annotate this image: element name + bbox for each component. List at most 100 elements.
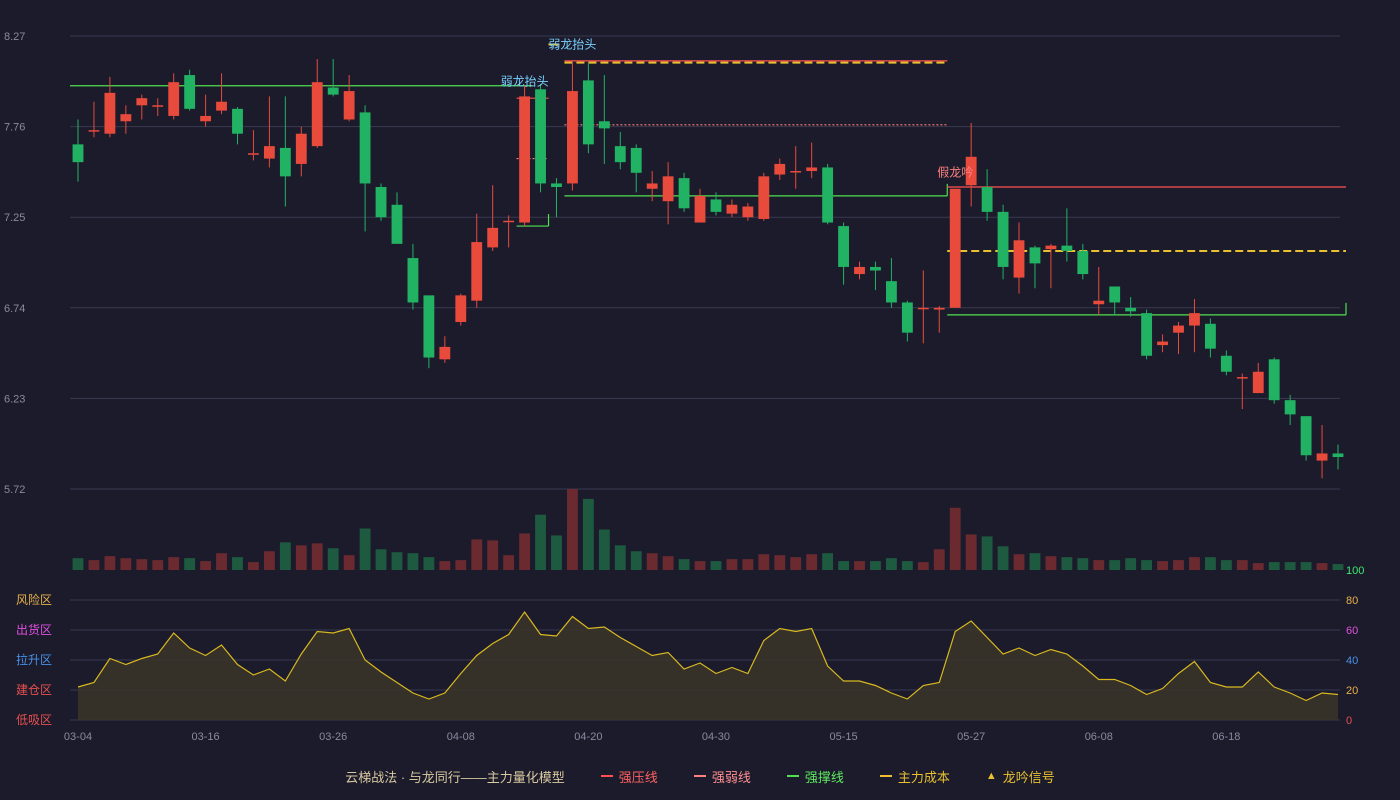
candle-body: [120, 114, 132, 122]
volume-bar: [375, 549, 387, 570]
candle-body: [391, 204, 403, 244]
volume-bar: [933, 549, 945, 570]
candle-body: [1093, 300, 1105, 305]
candle-body: [1157, 341, 1168, 346]
zone-label: 低吸区: [16, 713, 52, 727]
volume-bar: [726, 559, 738, 570]
price-tick-label: 6.74: [4, 303, 25, 315]
pressure-line-icon: [600, 775, 613, 777]
volume-bar: [136, 559, 148, 570]
legend-weak[interactable]: 强弱线: [693, 767, 751, 786]
candle-body: [136, 98, 148, 106]
candle-body: [1013, 240, 1025, 278]
indicator-tick-label: 60: [1346, 625, 1358, 637]
candle-body: [710, 199, 722, 212]
zone-label: 建仓区: [16, 683, 52, 697]
volume-bar: [1125, 558, 1137, 570]
volume-bar: [774, 555, 786, 570]
legend-support[interactable]: 强撑线: [786, 767, 844, 786]
support-line-icon: [786, 775, 799, 777]
price-tick-label: 6.23: [4, 393, 25, 405]
weak-line-icon: [693, 775, 706, 777]
legend-title: 云梯战法 · 与龙同行——主力量化模型: [345, 769, 565, 785]
legend-support-label: 强撑线: [804, 769, 844, 785]
volume-bar: [519, 533, 531, 570]
legend-signal[interactable]: ▲ 龙吟信号: [986, 767, 1055, 786]
triangle-icon: ▲: [985, 770, 997, 782]
candle-body: [1061, 245, 1073, 251]
volume-bar: [1284, 562, 1296, 570]
candle-body: [1029, 247, 1041, 264]
candle-body: [168, 82, 180, 116]
candle-body: [822, 167, 834, 223]
volume-bar: [917, 562, 929, 570]
volume-bar: [423, 557, 435, 570]
candle-body: [279, 147, 291, 177]
indicator-tick-label: 40: [1346, 655, 1358, 667]
volume-bar: [997, 546, 1009, 570]
candle-body: [1300, 416, 1312, 456]
indicator-tick-label: 0: [1346, 715, 1352, 727]
volume-bar: [295, 545, 307, 570]
date-tick-label: 05-15: [829, 731, 857, 743]
volume-bar: [551, 535, 562, 570]
legend-cost[interactable]: 主力成本: [879, 767, 950, 786]
candle-body: [1204, 323, 1216, 349]
price-tick-label: 5.72: [4, 484, 25, 496]
candle-body: [965, 156, 977, 186]
legend-signal-label: 龙吟信号: [1002, 769, 1055, 785]
volume-bar: [1300, 562, 1312, 570]
candle-body: [614, 146, 626, 163]
chart-legend: 云梯战法 · 与龙同行——主力量化模型 强压线 强弱线 强撑线 主力成本 ▲ 龙…: [0, 762, 1400, 790]
volume-bar: [567, 489, 578, 570]
candle-body: [981, 187, 993, 212]
date-tick-label: 04-30: [702, 731, 730, 743]
candle-body: [184, 75, 196, 109]
volume-bar: [104, 556, 116, 570]
volume-bar: [742, 559, 754, 570]
indicator-tick-label: 80: [1346, 595, 1358, 607]
volume-bar: [72, 558, 84, 570]
volume-bar: [981, 536, 993, 570]
candle-body: [439, 346, 451, 360]
indicator-area: [78, 612, 1338, 720]
volume-bar: [614, 545, 626, 570]
zone-label: 风险区: [16, 592, 52, 607]
candle-body: [423, 295, 435, 358]
volume-bar: [216, 553, 227, 570]
candle-body: [343, 91, 355, 120]
candle-body: [1141, 313, 1153, 356]
candle-body: [152, 105, 164, 107]
candle-body: [1220, 355, 1232, 372]
candle-body: [1125, 307, 1137, 312]
volume-bar: [1189, 557, 1200, 570]
volume-bar: [120, 558, 132, 570]
candle-body: [232, 108, 243, 134]
legend-pressure[interactable]: 强压线: [600, 767, 658, 786]
candle-body: [375, 187, 387, 218]
candle-body: [535, 89, 546, 184]
candle-body: [758, 176, 770, 219]
volume-bar: [248, 562, 259, 570]
candle-body: [742, 206, 754, 218]
volume-bar: [694, 561, 706, 570]
volume-bar: [327, 548, 339, 570]
candle-body: [949, 188, 961, 308]
candle-body: [774, 163, 786, 175]
volume-bar: [1061, 557, 1073, 570]
volume-bar: [582, 498, 594, 570]
candle-body: [263, 146, 275, 159]
legend-pressure-label: 强压线: [618, 769, 658, 785]
candle-body: [1332, 453, 1344, 458]
volume-bar: [1157, 561, 1168, 570]
date-tick-label: 03-04: [64, 731, 92, 743]
volume-bar: [407, 553, 419, 570]
volume-bar: [1332, 564, 1344, 570]
legend-weak-label: 强弱线: [711, 769, 751, 785]
candle-body: [455, 295, 467, 323]
volume-bar: [1316, 563, 1328, 570]
candle-body: [1077, 250, 1089, 275]
candle-body: [1173, 325, 1184, 333]
volume-bar: [391, 552, 403, 570]
candle-body: [200, 115, 212, 122]
